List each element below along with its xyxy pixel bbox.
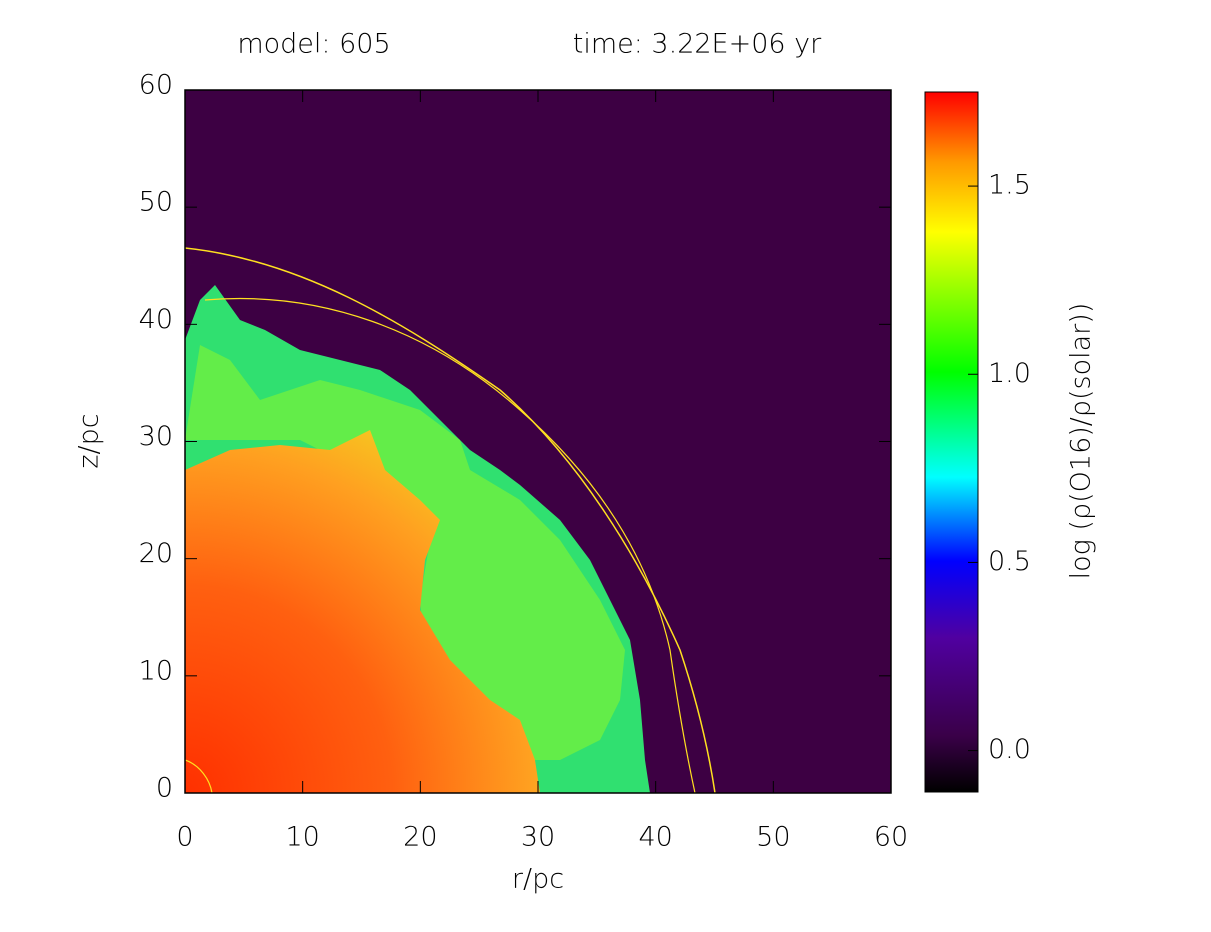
colorbar-tick-label: 1.5 — [988, 170, 1031, 201]
model-label: model: 605 — [237, 29, 390, 60]
time-label: time: 3.22E+06 yr — [573, 29, 822, 60]
colorbar-label: log (ρ(O16)/ρ(solar)) — [1066, 303, 1097, 580]
x-axis-label: r/pc — [512, 864, 564, 895]
y-tick-label: 60 — [139, 70, 173, 101]
y-tick-label: 40 — [139, 304, 173, 335]
y-tick-label: 10 — [139, 655, 173, 686]
colorbar-tick-label: 0.5 — [988, 546, 1031, 577]
colorbar — [924, 91, 979, 793]
y-tick-label: 30 — [139, 421, 173, 452]
x-tick-label: 20 — [403, 822, 437, 853]
x-tick-label: 10 — [285, 822, 319, 853]
x-tick-label: 50 — [756, 822, 790, 853]
x-tick-label: 60 — [874, 822, 908, 853]
x-tick-label: 30 — [521, 822, 555, 853]
y-axis-label: z/pc — [74, 413, 105, 468]
y-tick-label: 0 — [156, 773, 173, 804]
colorbar-tick-label: 0.0 — [988, 734, 1031, 765]
y-tick-label: 20 — [139, 538, 173, 569]
colorbar-tick-label: 1.0 — [988, 358, 1031, 389]
y-tick-label: 50 — [139, 187, 173, 218]
x-tick-label: 40 — [638, 822, 672, 853]
x-tick-label: 0 — [176, 822, 193, 853]
density-map — [185, 90, 891, 793]
